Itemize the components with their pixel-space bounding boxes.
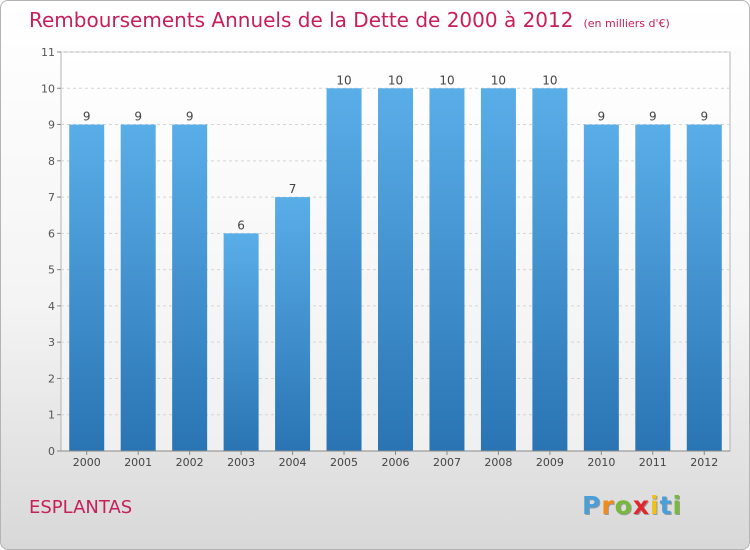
x-tick-label: 2010 (587, 456, 615, 469)
bar (480, 88, 516, 451)
data-label: 9 (649, 110, 657, 124)
logo-letter: i (650, 491, 660, 520)
y-tick-label: 2 (48, 372, 55, 385)
x-tick-label: 2009 (536, 456, 564, 469)
x-tick-label: 2004 (279, 456, 307, 469)
data-label: 10 (388, 73, 403, 87)
logo-letter: r (601, 491, 615, 520)
y-tick-label: 3 (48, 336, 55, 349)
logo-letter: i (672, 491, 683, 520)
data-label: 10 (491, 73, 506, 87)
x-tick-label: 2006 (382, 456, 410, 469)
bar (69, 124, 105, 451)
data-label: 9 (134, 110, 142, 124)
y-tick-label: 0 (48, 445, 55, 458)
x-tick-label: 2012 (690, 456, 718, 469)
bar (223, 233, 259, 451)
y-tick-label: 5 (48, 264, 55, 277)
y-tick-label: 11 (41, 46, 55, 59)
logo-letter: x (632, 491, 650, 520)
x-tick-label: 2007 (433, 456, 461, 469)
y-tick-label: 4 (48, 300, 55, 313)
bar (172, 124, 208, 451)
y-tick-label: 6 (48, 227, 55, 240)
bar (635, 124, 671, 451)
unit-text: (en milliers d'€) (583, 17, 670, 30)
logo-letter: P (582, 491, 602, 520)
logo-letter: t (659, 491, 673, 520)
data-label: 10 (336, 73, 351, 87)
bar (120, 124, 156, 451)
commune-name: ESPLANTAS (29, 497, 133, 518)
bar (326, 88, 362, 451)
data-label: 9 (186, 110, 194, 124)
x-tick-label: 2005 (330, 456, 358, 469)
y-tick-label: 10 (41, 82, 55, 95)
data-label: 9 (700, 110, 708, 124)
x-tick-label: 2011 (639, 456, 667, 469)
x-tick-label: 2000 (73, 456, 101, 469)
bar (275, 197, 311, 451)
title-text: Remboursements Annuels de la Dette de 20… (29, 8, 574, 32)
x-tick-label: 2008 (484, 456, 512, 469)
x-tick-label: 2003 (227, 456, 255, 469)
x-tick-label: 2002 (176, 456, 204, 469)
bar (532, 88, 568, 451)
data-label: 10 (439, 73, 454, 87)
plot-area: 0 1 2 3 4 5 6 7 8 9 10 11 2000 9 2001 9 2002 9 2003 6 2004 7 2… (41, 46, 731, 469)
x-tick-label: 2001 (124, 456, 152, 469)
bar (583, 124, 619, 451)
chart-title: Remboursements Annuels de la Dette de 20… (29, 8, 670, 32)
bar (686, 124, 722, 451)
y-tick-label: 8 (48, 155, 55, 168)
proxiti-logo: Proxiti (582, 491, 682, 520)
y-tick-label: 1 (48, 409, 55, 422)
data-label: 10 (542, 73, 557, 87)
bar (429, 88, 465, 451)
data-label: 9 (598, 110, 606, 124)
data-label: 7 (289, 182, 297, 196)
data-label: 9 (83, 110, 91, 124)
bar (378, 88, 413, 451)
y-tick-label: 7 (48, 191, 55, 204)
data-label: 6 (237, 218, 245, 232)
y-tick-label: 9 (48, 119, 55, 132)
logo-letter: o (614, 491, 633, 520)
